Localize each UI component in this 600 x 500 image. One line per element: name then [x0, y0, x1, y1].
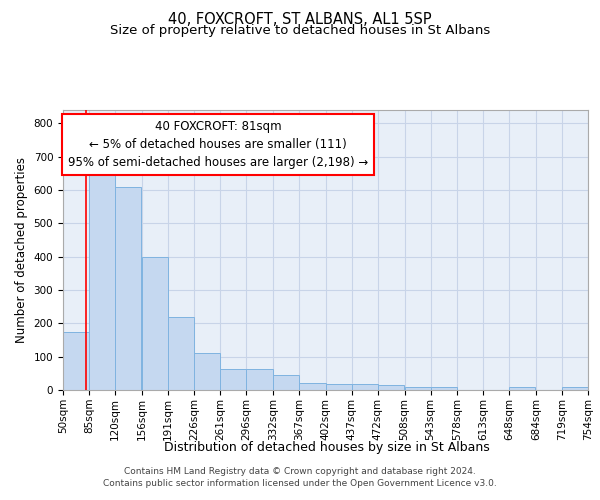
Text: Size of property relative to detached houses in St Albans: Size of property relative to detached ho…: [110, 24, 490, 37]
Y-axis label: Number of detached properties: Number of detached properties: [15, 157, 28, 343]
Bar: [273, 374, 299, 390]
Text: Contains HM Land Registry data © Crown copyright and database right 2024.: Contains HM Land Registry data © Crown c…: [124, 467, 476, 476]
Text: Distribution of detached houses by size in St Albans: Distribution of detached houses by size …: [164, 441, 490, 454]
Text: Contains public sector information licensed under the Open Government Licence v3: Contains public sector information licen…: [103, 478, 497, 488]
Bar: [194, 354, 220, 390]
Bar: [562, 388, 588, 390]
Bar: [325, 384, 352, 390]
Bar: [404, 388, 431, 390]
Bar: [378, 385, 404, 390]
Bar: [247, 368, 272, 390]
Bar: [142, 256, 168, 390]
Bar: [115, 188, 142, 390]
Text: 40, FOXCROFT, ST ALBANS, AL1 5SP: 40, FOXCROFT, ST ALBANS, AL1 5SP: [168, 12, 432, 28]
Bar: [299, 384, 325, 390]
Bar: [63, 332, 89, 390]
Bar: [352, 384, 378, 390]
Text: 40 FOXCROFT: 81sqm
← 5% of detached houses are smaller (111)
95% of semi-detache: 40 FOXCROFT: 81sqm ← 5% of detached hous…: [68, 120, 368, 169]
Bar: [168, 318, 194, 390]
Bar: [431, 388, 457, 390]
Bar: [509, 388, 535, 390]
Bar: [89, 170, 115, 390]
Bar: [220, 368, 247, 390]
